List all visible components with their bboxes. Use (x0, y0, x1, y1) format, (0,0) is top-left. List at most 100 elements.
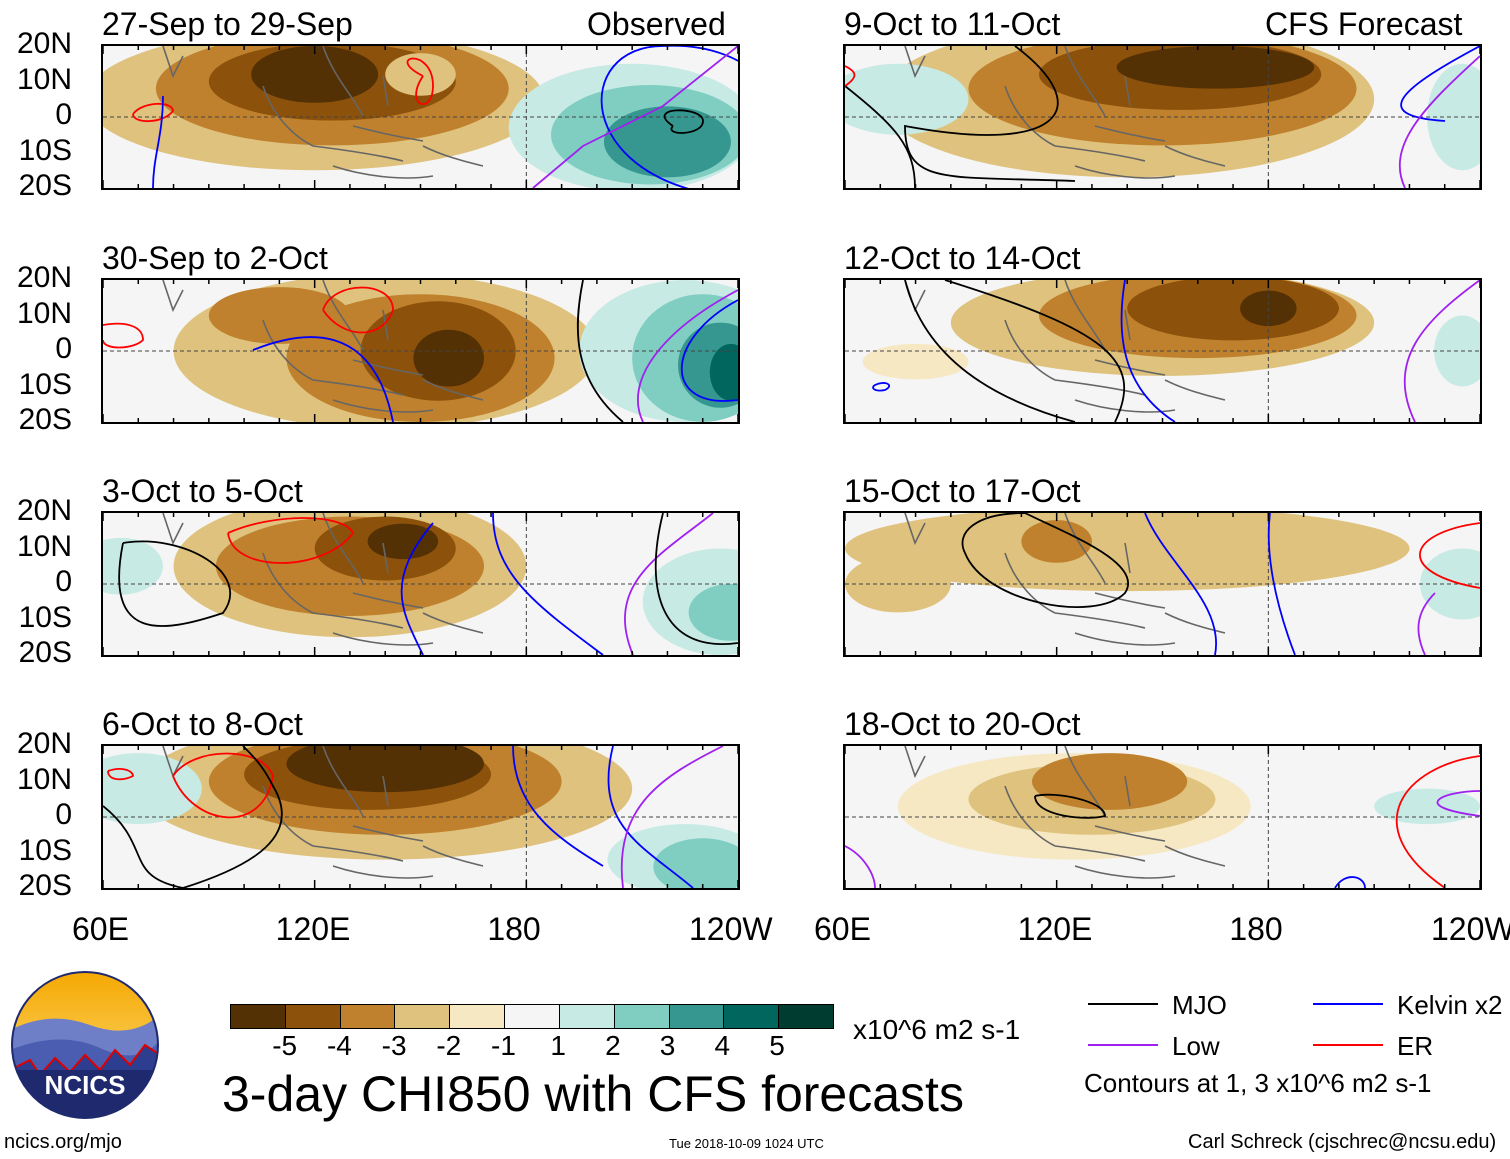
anomaly-region (367, 523, 439, 560)
colorbar-swatch (450, 1005, 506, 1028)
contour-line (132, 102, 174, 123)
contour-line (904, 46, 1076, 182)
legend-label: Low (1172, 1031, 1220, 1061)
contour-line (252, 336, 394, 422)
contour-line (1034, 793, 1106, 819)
footer-url[interactable]: ncics.org/mjo (4, 1131, 122, 1153)
contour-line (872, 382, 890, 392)
colorbar-swatch (505, 1005, 560, 1028)
column-label-observed: Observed (587, 6, 726, 42)
lat-tick-label: 20S (18, 403, 72, 436)
colorbar-tick-label: -1 (491, 1030, 516, 1061)
lat-tick-label: 0 (55, 332, 72, 365)
contour-line (227, 517, 355, 564)
anomaly-region (1374, 788, 1480, 825)
lon-tick-label: 120E (1017, 911, 1093, 947)
contour-line (1334, 876, 1366, 888)
map-panel (843, 744, 1482, 890)
figure-title: 3-day CHI850 with CFS forecasts (222, 1066, 964, 1122)
lon-tick-label: 60E (814, 911, 871, 947)
contour-line (172, 752, 274, 819)
contour-line (1267, 513, 1296, 655)
contour-line (322, 286, 394, 334)
contour-line (845, 845, 876, 888)
anomaly-region (413, 329, 484, 387)
contour-line (1396, 755, 1480, 888)
anomaly-region (653, 838, 738, 888)
map-panel (101, 744, 740, 890)
lat-tick-label: 0 (55, 565, 72, 598)
contour-line (576, 280, 624, 422)
colorbar-tick-label: 1 (550, 1030, 566, 1061)
contour-line (103, 746, 283, 888)
anomaly-region (251, 46, 379, 103)
colorbar-tick-label: 2 (605, 1030, 621, 1061)
map-panel (843, 511, 1482, 657)
map-panel (101, 278, 740, 424)
lat-tick-label: 0 (55, 98, 72, 131)
contour-line (1120, 280, 1176, 422)
contour-line (400, 522, 434, 655)
panel-title: 15-Oct to 17-Oct (844, 473, 1081, 509)
anomaly-region (709, 343, 738, 401)
footer-credit: Carl Schreck (cjschrec@ncsu.edu) (1188, 1131, 1497, 1153)
contour-line (961, 513, 1129, 608)
legend-line-kelvin (1313, 1003, 1383, 1005)
colorbar-swatch (340, 1005, 396, 1028)
legend-line-er (1313, 1044, 1383, 1046)
column-label-forecast: CFS Forecast (1265, 6, 1463, 42)
lat-tick-label: 20N (16, 727, 72, 760)
contour-line (680, 299, 738, 402)
anomaly-region (688, 584, 738, 641)
lat-tick-label: 0 (55, 798, 72, 831)
panel-title: 12-Oct to 14-Oct (844, 240, 1081, 276)
lat-tick-label: 10N (16, 762, 72, 796)
lat-tick-label: 10S (18, 600, 72, 634)
map-panel (101, 44, 740, 190)
contour-line (654, 513, 738, 645)
colorbar-swatch (559, 1005, 615, 1028)
contour-line (152, 95, 164, 188)
contour-line (532, 46, 738, 188)
lat-tick-label: 10N (16, 529, 72, 563)
contour-note: Contours at 1, 3 x10^6 m2 s-1 (1084, 1068, 1432, 1098)
map-panel (101, 511, 740, 657)
contour-line (512, 746, 604, 867)
colorbar-tick-label: -4 (326, 1030, 352, 1061)
coastline (162, 46, 484, 179)
anomaly-region (1021, 520, 1092, 563)
lat-tick-label: 20N (16, 27, 72, 60)
panel-title: 9-Oct to 11-Oct (844, 6, 1061, 42)
contour-line (904, 280, 1076, 422)
contour-line (406, 57, 434, 105)
lon-tick-label: 120E (275, 911, 351, 947)
contour-line (103, 322, 144, 349)
map-panel (843, 44, 1482, 190)
legend-line-mjo (1088, 1003, 1158, 1005)
contour-line (600, 46, 738, 188)
anomaly-region (603, 106, 731, 178)
contour-line (944, 280, 1125, 422)
lat-tick-label: 10S (18, 833, 72, 867)
colorbar-units: x10^6 m2 s-1 (853, 1014, 1021, 1045)
contour-line (118, 540, 231, 627)
lat-tick-label: 10S (18, 133, 72, 167)
map-panel (843, 278, 1482, 424)
colorbar-swatch (614, 1005, 670, 1028)
contour-line (1399, 55, 1480, 188)
lon-tick-label: 120W (689, 911, 773, 947)
colorbar-swatch (724, 1005, 780, 1028)
contour-line (624, 513, 714, 655)
lat-tick-label: 20S (18, 869, 72, 902)
contour-line (845, 85, 916, 188)
legend-label: Kelvin x2 (1397, 990, 1503, 1020)
contour-line (1403, 280, 1480, 422)
contour-line (845, 65, 856, 87)
legend-label: ER (1397, 1031, 1434, 1061)
contour-line (1400, 46, 1480, 122)
lat-tick-label: 20S (18, 636, 72, 669)
colorbar-swatch (395, 1005, 451, 1028)
coastline (162, 513, 484, 646)
contour-line (663, 109, 704, 134)
lon-tick-label: 120W (1431, 911, 1510, 947)
